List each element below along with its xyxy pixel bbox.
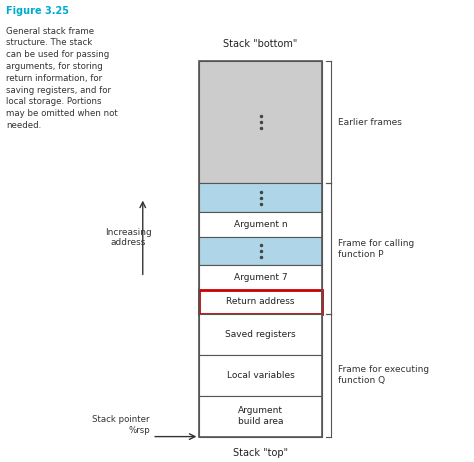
Text: Stack "bottom": Stack "bottom"	[223, 39, 298, 49]
Text: Earlier frames: Earlier frames	[338, 118, 402, 127]
Text: Argument n: Argument n	[234, 220, 287, 229]
FancyBboxPatch shape	[199, 290, 322, 314]
Text: Stack "top": Stack "top"	[233, 448, 288, 458]
FancyBboxPatch shape	[199, 183, 322, 212]
FancyBboxPatch shape	[199, 314, 322, 355]
Text: Local variables: Local variables	[227, 371, 294, 380]
Text: Figure 3.25: Figure 3.25	[6, 6, 69, 16]
Text: Argument 7: Argument 7	[234, 273, 287, 282]
Text: Increasing
address: Increasing address	[105, 228, 152, 247]
Text: Return address: Return address	[226, 298, 295, 306]
FancyBboxPatch shape	[199, 396, 322, 437]
Text: Saved registers: Saved registers	[225, 330, 296, 339]
FancyBboxPatch shape	[199, 265, 322, 290]
FancyBboxPatch shape	[199, 355, 322, 396]
Text: Frame for executing
function Q: Frame for executing function Q	[338, 365, 429, 385]
FancyBboxPatch shape	[199, 61, 322, 183]
FancyBboxPatch shape	[199, 212, 322, 237]
Text: General stack frame
structure. The stack
can be used for passing
arguments, for : General stack frame structure. The stack…	[6, 27, 118, 130]
Text: Frame for calling
function P: Frame for calling function P	[338, 239, 415, 259]
FancyBboxPatch shape	[199, 237, 322, 265]
Text: Argument
build area: Argument build area	[238, 407, 283, 426]
Text: Stack pointer
%rsp: Stack pointer %rsp	[92, 415, 150, 435]
